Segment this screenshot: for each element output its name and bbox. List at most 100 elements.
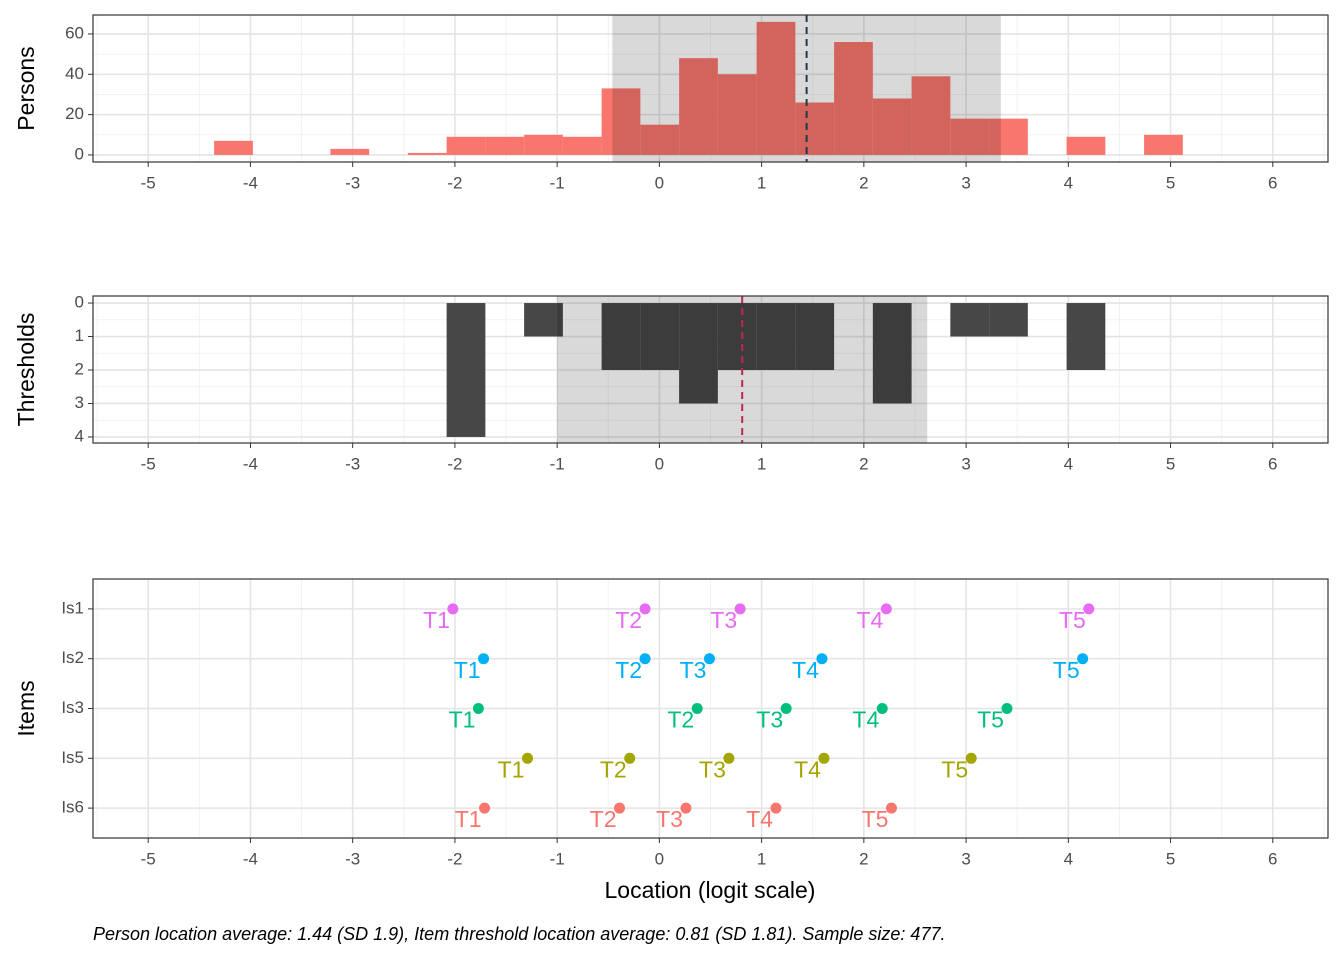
bar: [446, 136, 486, 155]
y-axis-title: Items: [13, 680, 39, 736]
bar: [717, 303, 757, 371]
threshold-label: T1: [423, 607, 450, 633]
threshold-label: T2: [600, 756, 627, 782]
bar: [214, 140, 253, 155]
x-tick-label: 3: [961, 454, 970, 473]
threshold-point: [614, 802, 626, 814]
threshold-label: T1: [498, 756, 525, 782]
bar: [524, 303, 563, 337]
bar: [601, 88, 641, 155]
bar: [330, 148, 370, 155]
threshold-point: [780, 703, 792, 714]
y-tick-label: Is3: [61, 698, 84, 717]
threshold-point: [639, 653, 651, 665]
y-tick-label: 0: [75, 144, 84, 163]
threshold-point: [818, 752, 830, 764]
threshold-point: [1083, 603, 1095, 615]
caption: Person location average: 1.44 (SD 1.9), …: [93, 924, 945, 944]
threshold-point: [478, 653, 490, 665]
threshold-label: T4: [794, 756, 821, 782]
threshold-label: T2: [615, 607, 642, 633]
threshold-point: [447, 603, 459, 615]
bar: [872, 303, 912, 404]
threshold-label: T1: [455, 806, 482, 832]
x-tick-label: 4: [1064, 173, 1073, 192]
y-tick-label: 0: [75, 293, 84, 312]
threshold-label: T2: [615, 657, 642, 683]
x-tick-label: -4: [243, 173, 258, 192]
threshold-label: T4: [746, 806, 773, 832]
y-tick-label: 2: [75, 359, 84, 378]
x-tick-label: 1: [757, 849, 766, 868]
bar: [1066, 303, 1106, 371]
panel-border: [92, 14, 1329, 163]
threshold-point: [734, 603, 746, 615]
threshold-label: T5: [1053, 657, 1080, 683]
y-tick-label: 3: [75, 393, 84, 412]
threshold-point: [639, 603, 651, 615]
y-tick-label: Is6: [61, 798, 84, 817]
threshold-point: [680, 802, 692, 814]
y-tick-label: 20: [65, 104, 84, 123]
threshold-label: T4: [852, 707, 879, 733]
x-tick-label: 6: [1268, 173, 1277, 192]
y-tick-label: 4: [75, 426, 84, 445]
threshold-point: [521, 752, 533, 764]
panel-border: [92, 295, 1329, 444]
bar: [795, 303, 835, 371]
y-tick-label: Is2: [61, 648, 84, 667]
threshold-point: [624, 752, 636, 764]
x-tick-label: -2: [447, 849, 462, 868]
y-tick-label: Is1: [61, 598, 84, 617]
threshold-label: T1: [449, 707, 476, 733]
x-tick-label: 0: [655, 454, 664, 473]
bar: [640, 124, 680, 155]
panel-border: [92, 578, 1329, 839]
bar: [756, 303, 796, 371]
threshold-point: [472, 703, 484, 714]
bar: [1144, 134, 1183, 155]
bar: [562, 136, 602, 155]
x-tick-label: 4: [1064, 454, 1073, 473]
bar: [601, 303, 641, 371]
y-tick-label: Is5: [61, 748, 84, 767]
threshold-point: [1001, 703, 1013, 714]
x-tick-label: 6: [1268, 849, 1277, 868]
y-tick-label: 40: [65, 64, 84, 83]
x-tick-label: 4: [1064, 849, 1073, 868]
threshold-label: T3: [699, 756, 726, 782]
bar: [989, 118, 1028, 155]
threshold-point: [885, 802, 897, 814]
x-tick-label: -1: [550, 849, 565, 868]
threshold-point: [816, 653, 828, 665]
x-tick-label: -4: [243, 454, 258, 473]
bar: [485, 136, 525, 155]
x-tick-label: 3: [961, 173, 970, 192]
bar: [989, 303, 1028, 337]
x-tick-label: 0: [655, 849, 664, 868]
x-tick-label: 1: [757, 173, 766, 192]
x-tick-label: -2: [447, 173, 462, 192]
bar: [872, 98, 912, 155]
x-tick-label: 1: [757, 454, 766, 473]
bar: [911, 76, 951, 155]
x-tick-label: 6: [1268, 454, 1277, 473]
threshold-label: T2: [590, 806, 617, 832]
threshold-label: T4: [792, 657, 819, 683]
x-tick-label: 2: [859, 173, 868, 192]
bar: [950, 303, 990, 337]
threshold-label: T5: [977, 707, 1004, 733]
x-tick-label: 0: [655, 173, 664, 192]
threshold-point: [1077, 653, 1089, 665]
x-tick-label: 5: [1166, 454, 1175, 473]
x-tick-label: 5: [1166, 849, 1175, 868]
x-axis-title: Location (logit scale): [605, 877, 816, 903]
x-tick-label: 2: [859, 849, 868, 868]
threshold-point: [479, 802, 491, 814]
y-axis-title: Persons: [13, 46, 39, 130]
y-tick-label: 60: [65, 23, 84, 42]
threshold-label: T2: [667, 707, 694, 733]
threshold-label: T3: [710, 607, 737, 633]
x-tick-label: -5: [141, 173, 156, 192]
